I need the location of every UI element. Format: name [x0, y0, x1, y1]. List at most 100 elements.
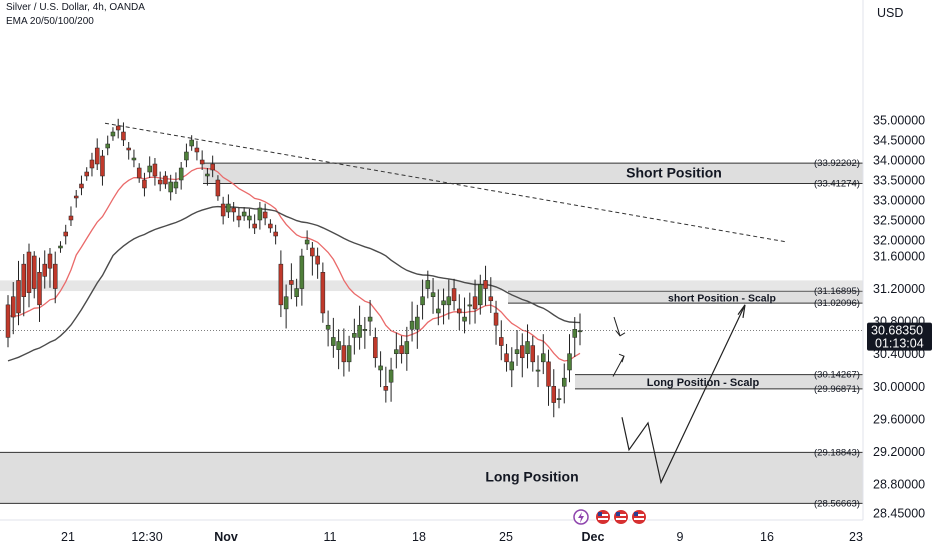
- candle[interactable]: [409, 320, 415, 330]
- candle[interactable]: [535, 369, 541, 372]
- us-flag-event-icon[interactable]: [631, 509, 647, 525]
- candle[interactable]: [357, 324, 362, 338]
- candle[interactable]: [283, 296, 289, 310]
- candle[interactable]: [73, 195, 79, 199]
- candle[interactable]: [210, 163, 215, 171]
- candle[interactable]: [373, 337, 378, 359]
- candle[interactable]: [194, 147, 200, 153]
- candle[interactable]: [63, 231, 68, 237]
- candle[interactable]: [131, 157, 137, 161]
- candle[interactable]: [514, 349, 520, 354]
- candle[interactable]: [121, 131, 126, 141]
- candle[interactable]: [320, 272, 326, 314]
- candle[interactable]: [16, 280, 21, 314]
- candle[interactable]: [299, 255, 305, 289]
- candle[interactable]: [404, 341, 410, 354]
- candle[interactable]: [367, 316, 373, 322]
- candle[interactable]: [173, 181, 179, 189]
- candle[interactable]: [26, 251, 32, 293]
- candle[interactable]: [126, 147, 131, 151]
- candle[interactable]: [362, 329, 368, 331]
- candle[interactable]: [331, 337, 336, 346]
- candle[interactable]: [58, 245, 63, 249]
- candle[interactable]: [394, 349, 399, 354]
- candle[interactable]: [231, 207, 236, 213]
- candle[interactable]: [509, 361, 515, 371]
- candle[interactable]: [451, 288, 457, 302]
- candle[interactable]: [472, 296, 478, 310]
- candle[interactable]: [530, 345, 536, 363]
- zone-4[interactable]: [0, 452, 863, 504]
- candle[interactable]: [499, 337, 504, 346]
- zone-3[interactable]: [575, 374, 863, 389]
- trendline[interactable]: [104, 122, 788, 243]
- candle[interactable]: [262, 211, 268, 219]
- candle[interactable]: [79, 183, 84, 189]
- candle[interactable]: [220, 203, 226, 217]
- candle[interactable]: [425, 280, 431, 289]
- candle[interactable]: [415, 316, 420, 330]
- candle[interactable]: [105, 143, 110, 149]
- candle[interactable]: [493, 312, 499, 326]
- candle[interactable]: [446, 296, 452, 306]
- candle[interactable]: [273, 231, 278, 237]
- candle[interactable]: [226, 203, 231, 213]
- candle[interactable]: [562, 377, 567, 387]
- candle[interactable]: [42, 263, 47, 277]
- candle[interactable]: [289, 280, 294, 285]
- candle[interactable]: [189, 139, 194, 147]
- candle[interactable]: [399, 345, 404, 354]
- ema-fast-line[interactable]: [7, 167, 581, 362]
- candle[interactable]: [142, 179, 147, 189]
- candle[interactable]: [341, 345, 347, 363]
- candle[interactable]: [241, 211, 247, 217]
- candle[interactable]: [268, 223, 273, 229]
- candle[interactable]: [315, 255, 320, 265]
- candle[interactable]: [278, 263, 284, 306]
- candle[interactable]: [294, 288, 299, 297]
- currency-label[interactable]: USD: [877, 6, 903, 20]
- indicator-label[interactable]: EMA 20/50/100/200: [6, 16, 94, 27]
- candle[interactable]: [430, 292, 436, 297]
- candle[interactable]: [572, 329, 578, 338]
- candle[interactable]: [378, 365, 383, 371]
- candle[interactable]: [551, 386, 557, 403]
- candle[interactable]: [546, 361, 551, 387]
- candle[interactable]: [178, 167, 184, 181]
- candle[interactable]: [115, 125, 121, 131]
- candle[interactable]: [577, 330, 583, 333]
- candle[interactable]: [168, 181, 173, 193]
- candle[interactable]: [110, 131, 116, 137]
- candle[interactable]: [462, 316, 467, 322]
- candle[interactable]: [163, 175, 168, 185]
- candle[interactable]: [215, 179, 221, 197]
- candle[interactable]: [52, 263, 58, 289]
- candle[interactable]: [388, 369, 394, 383]
- candle[interactable]: [525, 341, 530, 354]
- candle[interactable]: [152, 163, 158, 177]
- candle[interactable]: [336, 341, 341, 350]
- candle[interactable]: [457, 308, 462, 314]
- candle[interactable]: [488, 296, 494, 302]
- candle[interactable]: [47, 253, 53, 269]
- candle[interactable]: [184, 151, 189, 161]
- candle[interactable]: [37, 272, 42, 306]
- candle[interactable]: [556, 398, 562, 400]
- candle[interactable]: [420, 296, 425, 306]
- candle[interactable]: [252, 223, 257, 229]
- candle[interactable]: [199, 159, 205, 165]
- candle[interactable]: [383, 386, 389, 391]
- candle[interactable]: [89, 159, 95, 169]
- resistance-band[interactable]: [0, 280, 863, 292]
- candle[interactable]: [100, 155, 105, 177]
- candle[interactable]: [467, 304, 473, 307]
- candle[interactable]: [304, 239, 310, 245]
- candle[interactable]: [310, 247, 315, 257]
- candle[interactable]: [247, 215, 252, 221]
- candle[interactable]: [541, 353, 546, 363]
- candle[interactable]: [504, 353, 509, 363]
- candle[interactable]: [236, 215, 242, 221]
- candle[interactable]: [483, 280, 488, 289]
- candle[interactable]: [94, 147, 100, 165]
